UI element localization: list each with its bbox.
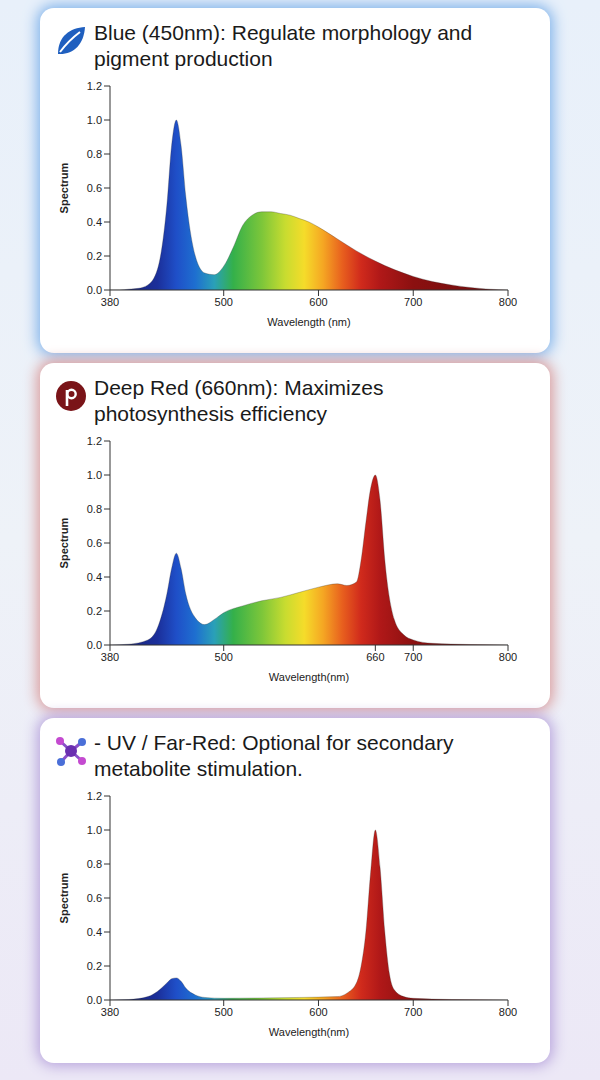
svg-text:500: 500 [215, 651, 233, 663]
html-text:Blue (450nm): Regulate morphol: Blue (450nm): Regulate morphology and pi… [94, 21, 473, 70]
svg-text:660: 660 [366, 651, 384, 663]
svg-text:0.4: 0.4 [87, 926, 102, 938]
svg-text:800: 800 [499, 651, 517, 663]
svg-text:0.8: 0.8 [87, 148, 102, 160]
svg-text:0.6: 0.6 [87, 892, 102, 904]
svg-text:380: 380 [101, 1006, 119, 1018]
svg-text:0.2: 0.2 [87, 250, 102, 262]
svg-text:0.0: 0.0 [87, 639, 102, 651]
svg-text:700: 700 [404, 296, 422, 308]
svg-text:700: 700 [404, 651, 422, 663]
svg-text:1.0: 1.0 [87, 469, 102, 481]
svg-text:1.0: 1.0 [87, 114, 102, 126]
svg-text:0.8: 0.8 [87, 503, 102, 515]
svg-text:0.6: 0.6 [87, 537, 102, 549]
svg-text:800: 800 [499, 1006, 517, 1018]
svg-text:700: 700 [404, 1006, 422, 1018]
html-text:- UV / Far-Red: Optional for s: - UV / Far-Red: Optional for secondary m… [94, 731, 454, 780]
svg-text:380: 380 [101, 651, 119, 663]
svg-text:0.0: 0.0 [87, 284, 102, 296]
svg-text:Wavelength(nm): Wavelength(nm) [269, 671, 349, 683]
svg-text:1.0: 1.0 [87, 824, 102, 836]
svg-text:0.0: 0.0 [87, 994, 102, 1006]
svg-text:Spectrum: Spectrum [58, 517, 70, 568]
svg-text:600: 600 [309, 296, 327, 308]
svg-text:0.6: 0.6 [87, 182, 102, 194]
svg-text:Spectrum: Spectrum [58, 872, 70, 923]
svg-text:0.2: 0.2 [87, 605, 102, 617]
svg-text:Wavelength (nm): Wavelength (nm) [267, 316, 350, 328]
svg-text:1.2: 1.2 [87, 435, 102, 447]
svg-text:0.2: 0.2 [87, 960, 102, 972]
svg-text:800: 800 [499, 296, 517, 308]
svg-text:0.4: 0.4 [87, 216, 102, 228]
svg-text:500: 500 [215, 1006, 233, 1018]
svg-text:600: 600 [309, 1006, 327, 1018]
html-text:Deep Red (660nm): Maximizes ph: Deep Red (660nm): Maximizes photosynthes… [94, 376, 384, 425]
svg-text:0.4: 0.4 [87, 571, 102, 583]
svg-text:Spectrum: Spectrum [58, 162, 70, 213]
svg-text:500: 500 [215, 296, 233, 308]
svg-text:1.2: 1.2 [87, 80, 102, 92]
svg-text:1.2: 1.2 [87, 790, 102, 802]
svg-text:380: 380 [101, 296, 119, 308]
svg-text:0.8: 0.8 [87, 858, 102, 870]
svg-text:Wavelength(nm): Wavelength(nm) [269, 1026, 349, 1038]
